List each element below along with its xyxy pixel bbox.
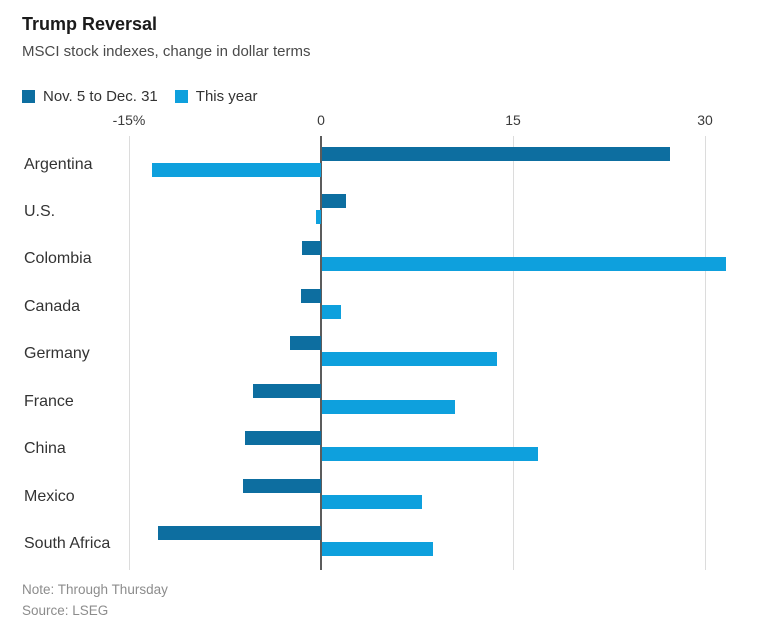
axis-tick-label: -15%	[112, 112, 146, 128]
axis-tick-label: 0	[317, 112, 325, 128]
category-label: France	[24, 392, 74, 410]
bar-this-year	[322, 257, 727, 272]
category-label: Germany	[24, 345, 90, 363]
bar-this-year	[322, 542, 434, 557]
category-label: U.S.	[24, 202, 56, 220]
category-label: China	[24, 440, 66, 458]
legend-item-nov5-dec31: Nov. 5 to Dec. 31	[22, 88, 158, 105]
bar-nov5-dec31	[242, 478, 321, 493]
bar-this-year	[322, 494, 422, 509]
category-label: Argentina	[24, 155, 93, 173]
bar-nov5-dec31	[301, 241, 321, 256]
chart-note: Note: Through Thursday	[22, 582, 168, 597]
bar-this-year	[322, 399, 456, 414]
chart-title: Trump Reversal	[22, 14, 158, 34]
axis-tick-label: 15	[505, 112, 521, 128]
bar-this-year	[315, 209, 321, 224]
legend-label: Nov. 5 to Dec. 31	[43, 88, 158, 105]
chart-subtitle: MSCI stock indexes, change in dollar ter…	[22, 43, 311, 60]
bar-nov5-dec31	[158, 526, 321, 541]
zero-axis-line	[320, 136, 322, 570]
legend: Nov. 5 to Dec. 31 This year	[22, 88, 257, 105]
legend-item-this-year: This year	[174, 88, 258, 105]
legend-label: This year	[195, 88, 258, 105]
gridline	[513, 136, 514, 570]
category-label: South Africa	[24, 535, 111, 553]
axis-tick-label: 30	[697, 112, 713, 128]
bar-nov5-dec31	[290, 336, 321, 351]
bar-nov5-dec31	[322, 146, 671, 161]
bar-nov5-dec31	[300, 288, 321, 303]
bar-nov5-dec31	[322, 193, 347, 208]
gridline	[129, 136, 130, 570]
category-label: Colombia	[24, 250, 92, 268]
category-label: Mexico	[24, 487, 75, 505]
gridline	[705, 136, 706, 570]
bar-nov5-dec31	[245, 431, 321, 446]
chart-source: Source: LSEG	[22, 603, 109, 618]
bar-this-year	[322, 304, 342, 319]
legend-swatch-dark-icon	[22, 90, 35, 103]
bar-this-year	[152, 162, 321, 177]
bar-this-year	[322, 447, 539, 462]
category-label: Canada	[24, 297, 81, 315]
bar-nov5-dec31	[253, 383, 321, 398]
bar-this-year	[322, 352, 498, 367]
legend-swatch-light-icon	[174, 90, 188, 103]
